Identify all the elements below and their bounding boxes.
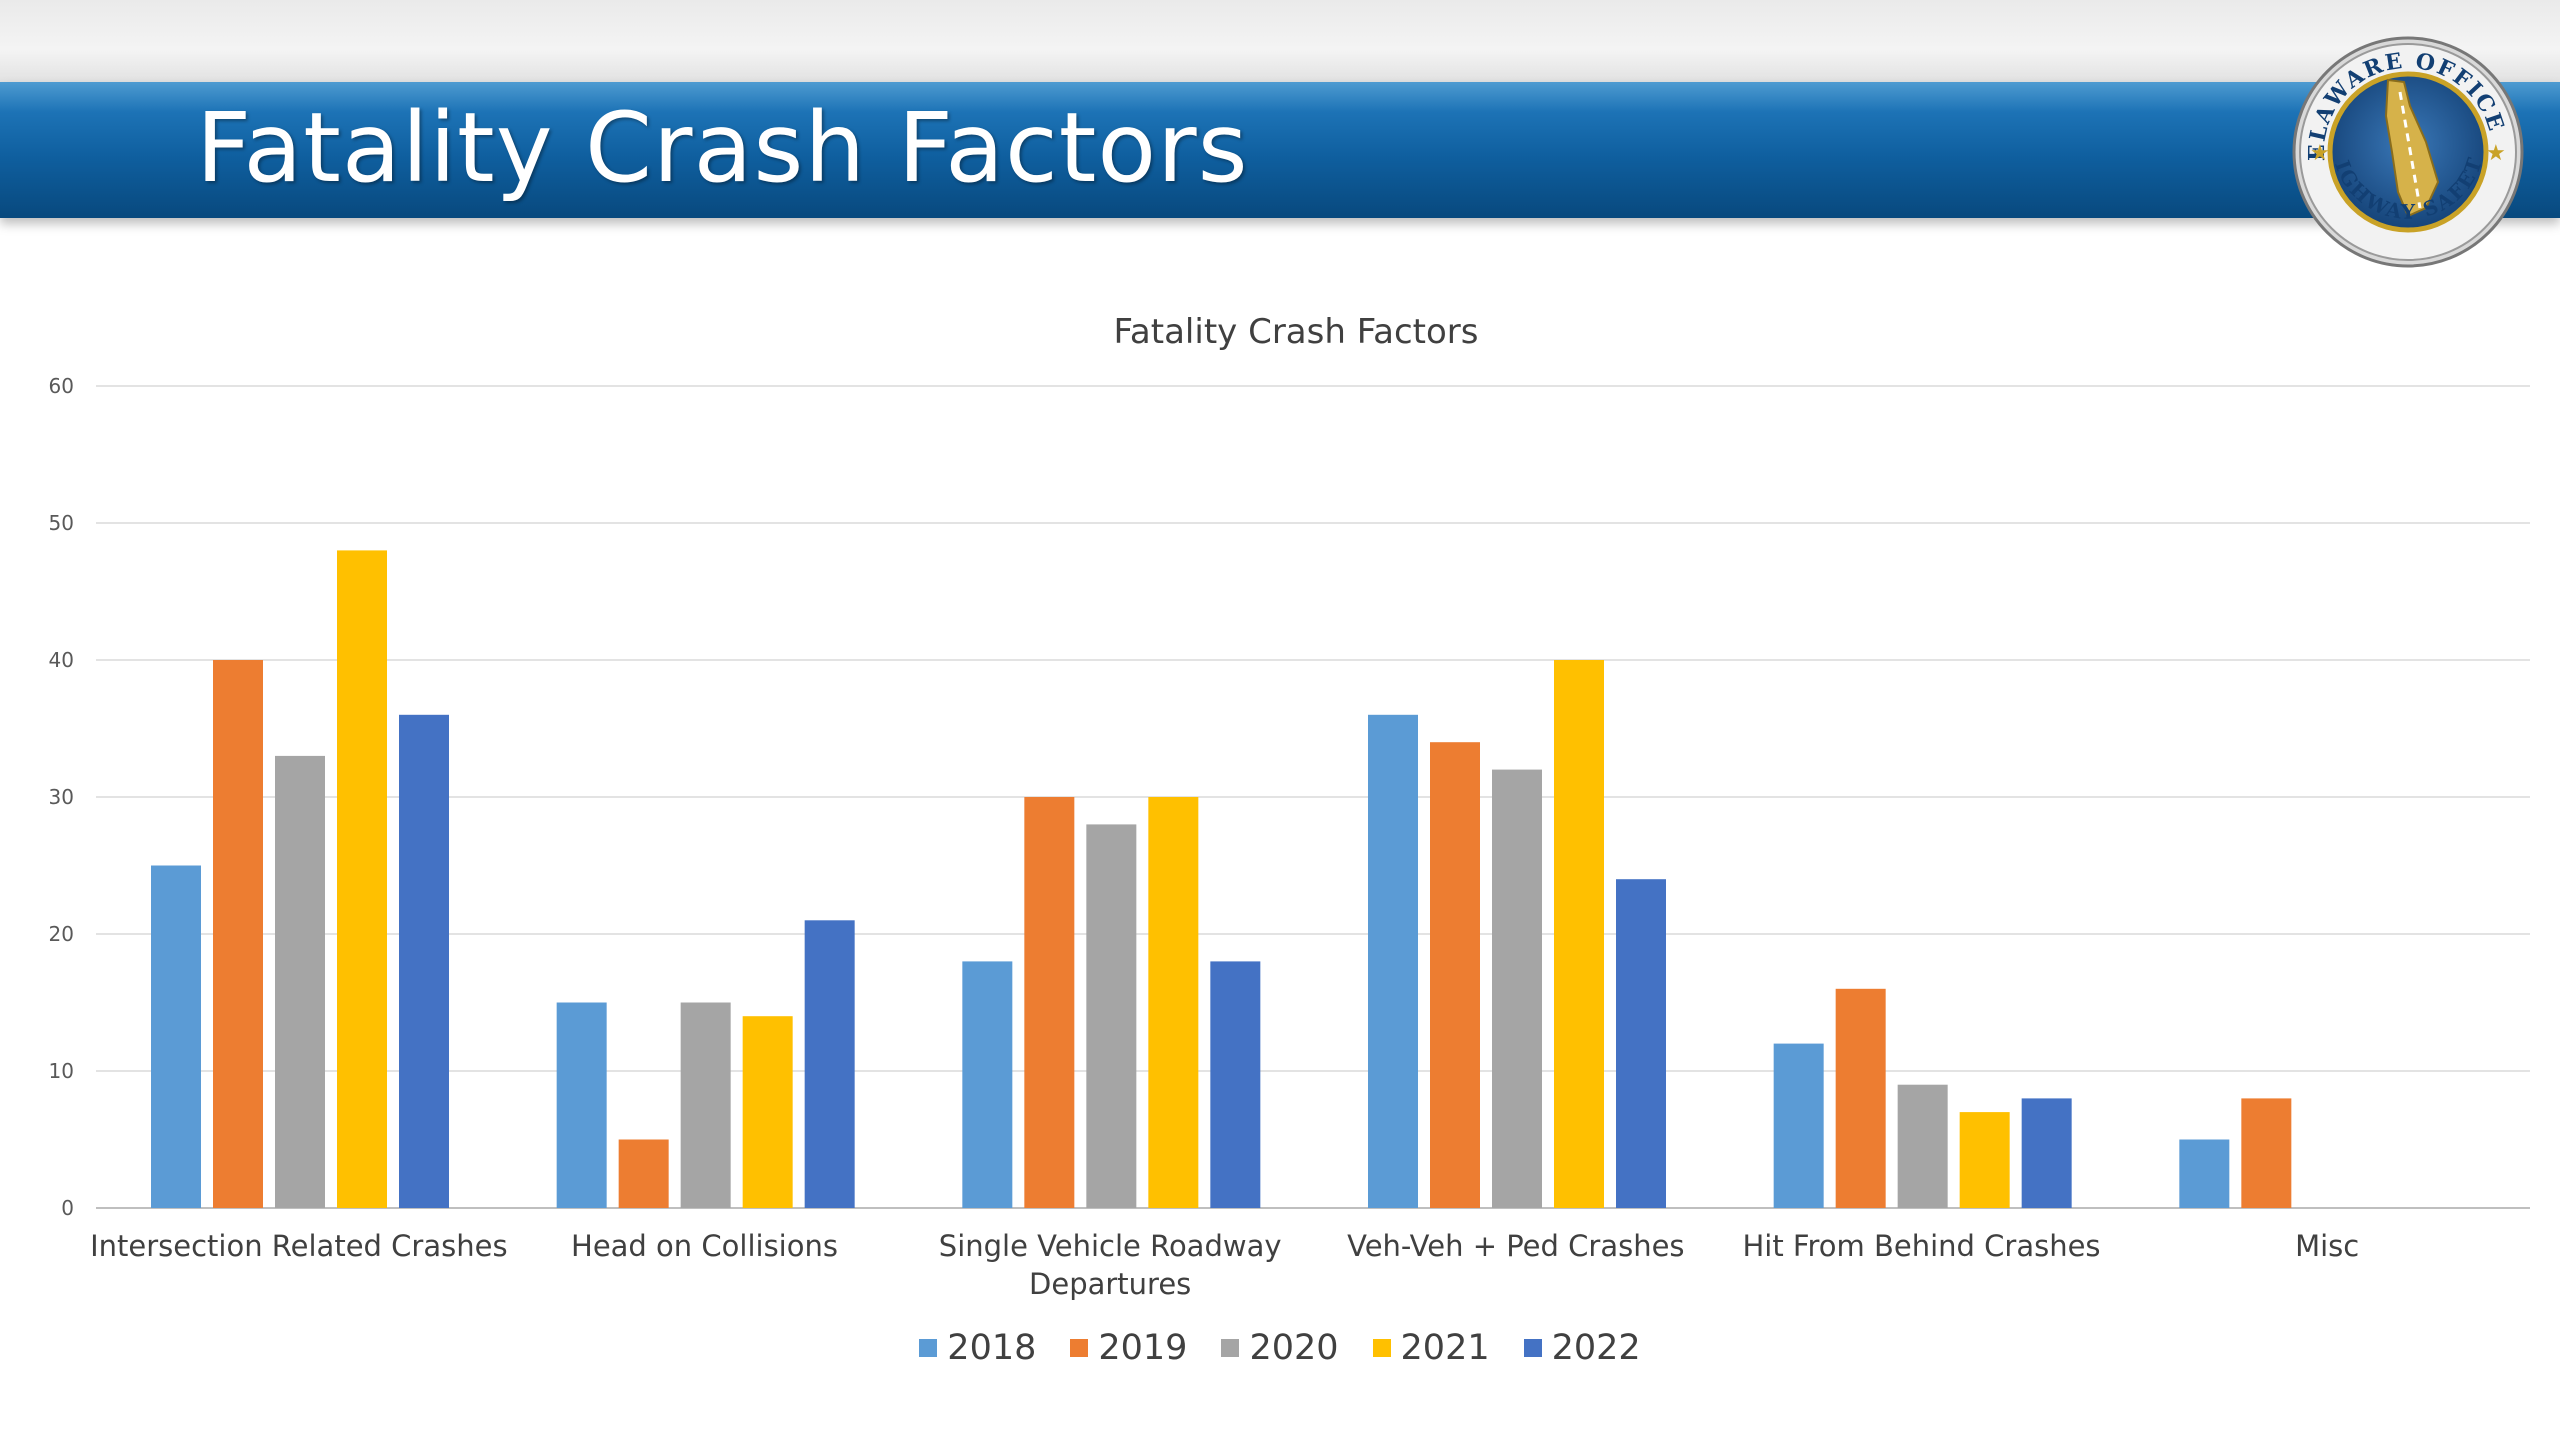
legend-swatch xyxy=(1070,1339,1089,1357)
bar-2021-3 xyxy=(1554,660,1604,1208)
bar-2022-0 xyxy=(399,714,449,1208)
legend-swatch xyxy=(1372,1339,1391,1357)
chart-legend: 2018 2019 2020 2021 2022 xyxy=(0,1320,2560,1376)
legend-label: 2021 xyxy=(1400,1328,1490,1368)
gridlines xyxy=(96,385,2530,1209)
legend-label: 2022 xyxy=(1551,1328,1641,1368)
x-category-label: Misc xyxy=(2295,1229,2359,1263)
legend-item-2022: 2022 xyxy=(1523,1328,1641,1368)
y-tick-label: 60 xyxy=(49,374,74,398)
title-banner xyxy=(0,82,2560,218)
bar-2022-1 xyxy=(804,920,855,1208)
legend-swatch xyxy=(1523,1339,1542,1357)
bar-2018-0 xyxy=(151,865,201,1208)
bar-2021-0 xyxy=(337,550,387,1208)
bar-2019-3 xyxy=(1430,742,1480,1208)
legend-item-2018: 2018 xyxy=(919,1328,1036,1368)
legend-swatch xyxy=(919,1339,938,1357)
bar-2020-0 xyxy=(275,755,325,1208)
x-category-label: Veh-Veh + Ped Crashes xyxy=(1347,1229,1684,1263)
legend-label: 2020 xyxy=(1249,1328,1339,1368)
legend-item-2020: 2020 xyxy=(1221,1328,1339,1368)
x-category-label: Head on Collisions xyxy=(571,1229,838,1263)
slide-title: Fatality Crash Factors xyxy=(196,92,1249,204)
legend-item-2021: 2021 xyxy=(1372,1328,1490,1368)
legend-label: 2018 xyxy=(947,1328,1037,1368)
x-axis-categories: Intersection Related Crashes Head on Coll… xyxy=(90,1229,2359,1301)
chart-title: Fatality Crash Factors xyxy=(1113,312,1478,352)
bar-2018-3 xyxy=(1368,714,1418,1208)
bar-2018-5 xyxy=(2179,1139,2230,1208)
y-tick-label: 30 xyxy=(49,785,74,809)
legend-label: 2019 xyxy=(1098,1328,1188,1368)
bar-2020-4 xyxy=(1897,1084,1948,1208)
legend-item-2019: 2019 xyxy=(1070,1328,1187,1368)
bar-2019-0 xyxy=(213,660,263,1208)
y-tick-label: 0 xyxy=(61,1196,74,1220)
bar-2018-4 xyxy=(1773,1043,1824,1208)
y-tick-label: 50 xyxy=(49,511,74,535)
bar-2019-5 xyxy=(2241,1098,2292,1208)
bar-2020-3 xyxy=(1492,769,1542,1208)
bar-2020-2 xyxy=(1086,824,1137,1208)
bar-2022-3 xyxy=(1616,879,1666,1208)
fatality-crash-factors-chart: Fatality Crash Factors 0 10 20 30 40 50 60 Int… xyxy=(49,312,2530,1301)
bar-2019-4 xyxy=(1835,988,1886,1208)
y-axis-ticks: 0 10 20 30 40 50 60 xyxy=(49,374,74,1220)
bar-2020-1 xyxy=(680,1002,731,1208)
svg-text:★: ★ xyxy=(2486,141,2506,166)
y-tick-label: 20 xyxy=(49,922,74,946)
bar-2018-2 xyxy=(962,961,1013,1208)
bar-2021-1 xyxy=(742,1016,793,1208)
y-tick-label: 10 xyxy=(49,1059,74,1083)
bar-2021-4 xyxy=(1959,1112,2010,1208)
bars xyxy=(151,550,2292,1208)
legend-swatch xyxy=(1221,1339,1240,1357)
bar-2019-2 xyxy=(1024,797,1075,1208)
bar-2022-4 xyxy=(2021,1098,2072,1208)
x-category-label: Single Vehicle Roadway Departures xyxy=(939,1229,1282,1301)
bar-2018-1 xyxy=(556,1002,607,1208)
x-category-label: Hit From Behind Crashes xyxy=(1742,1229,2100,1263)
svg-text:★: ★ xyxy=(2310,141,2330,166)
bar-2019-1 xyxy=(618,1139,669,1208)
bar-2021-2 xyxy=(1148,797,1199,1208)
x-category-label: Intersection Related Crashes xyxy=(90,1229,507,1263)
bar-2022-2 xyxy=(1210,961,1261,1208)
delaware-highway-safety-seal: DELAWARE OFFICE OF HIGHWAY SAFETY ★ ★ xyxy=(2288,32,2524,268)
y-tick-label: 40 xyxy=(49,648,74,672)
slide-top-strip xyxy=(0,0,2560,82)
